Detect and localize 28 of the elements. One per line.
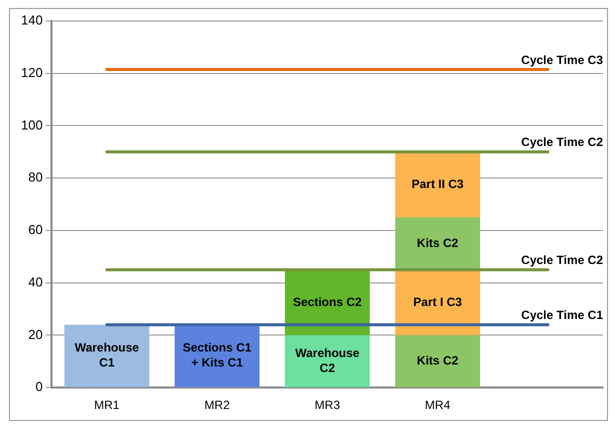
ref-line-label: Cycle Time C2 xyxy=(521,253,604,268)
data-label: Kits C2 xyxy=(416,236,459,250)
y-tick-label: 40 xyxy=(28,274,43,290)
data-label: Sections C1 + Kits C1 xyxy=(182,340,252,370)
x-tick-label: MR3 xyxy=(314,398,340,412)
ref-line-label: Cycle Time C3 xyxy=(521,52,604,67)
y-tick-label: 120 xyxy=(20,64,43,80)
ref-line-label: Cycle Time C2 xyxy=(521,135,604,150)
ref-line-label: Cycle Time C1 xyxy=(521,308,604,322)
data-label: Part I C3 xyxy=(413,294,462,309)
y-tick-label: 60 xyxy=(28,222,43,238)
y-tick-label: 0 xyxy=(35,379,43,394)
data-label: Sections C2 xyxy=(292,294,362,309)
y-tick-label: 100 xyxy=(20,117,43,132)
bar xyxy=(64,324,150,388)
bar xyxy=(395,152,480,218)
data-label: Part II C3 xyxy=(412,176,464,191)
bar xyxy=(284,335,370,388)
data-label: Kits C2 xyxy=(416,353,459,368)
x-tick-label: MR2 xyxy=(204,398,230,412)
data-label: Warehouse C1 xyxy=(74,340,140,370)
y-tick-label: 80 xyxy=(28,170,43,185)
data-label: Warehouse C2 xyxy=(295,346,360,375)
x-tick-label: MR4 xyxy=(424,398,451,412)
x-tick-label: MR1 xyxy=(94,398,120,412)
y-tick-label: 20 xyxy=(28,326,43,342)
y-tick-label: 140 xyxy=(20,12,43,28)
bar xyxy=(395,217,480,270)
